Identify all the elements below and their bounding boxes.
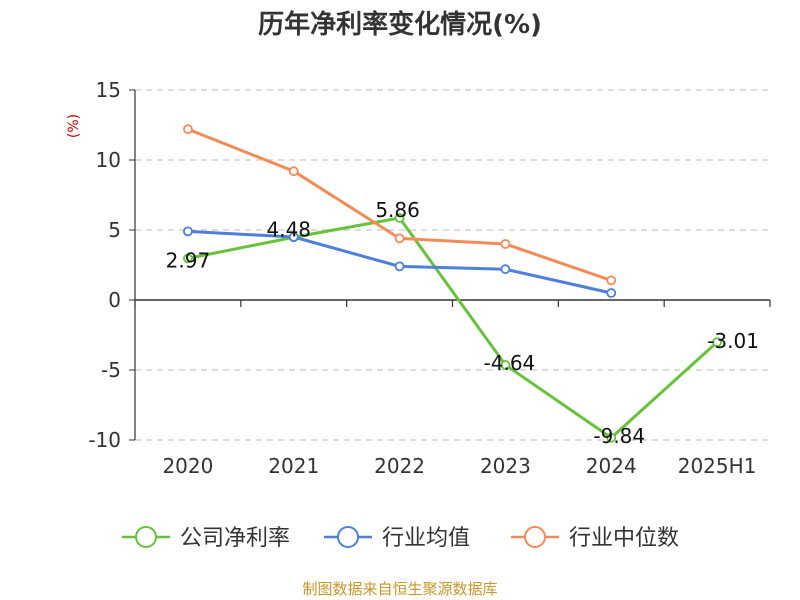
data-label: -3.01 (707, 329, 759, 353)
legend-label: 行业均值 (382, 526, 470, 551)
x-tick-label: 2024 (586, 454, 637, 478)
data-point[interactable] (606, 432, 617, 443)
data-point[interactable] (288, 166, 299, 177)
x-tick-label: 2021 (268, 454, 319, 478)
data-point[interactable] (394, 213, 405, 223)
series-0 (183, 213, 722, 443)
data-point[interactable] (183, 124, 193, 135)
data-point[interactable] (288, 232, 299, 242)
data-label: -4.64 (484, 351, 536, 375)
y-tick-label: 0 (108, 288, 121, 312)
data-point[interactable] (500, 264, 511, 275)
data-labels: 2.97 4.48 5.86 -4.64 -9.84 -3.01 (166, 198, 759, 448)
y-tick-label: -10 (88, 428, 121, 452)
legend-marker (135, 526, 157, 548)
legend-item[interactable]: 行业中位数 (511, 526, 679, 551)
x-tick-label: 2023 (480, 454, 531, 478)
y-tick-label: 15 (96, 78, 121, 102)
chart-title: 历年净利率变化情况(%) (258, 9, 542, 40)
data-label: 4.48 (266, 217, 311, 241)
y-tick-label: 5 (108, 218, 121, 242)
legend-marker (524, 526, 546, 548)
series-1 (183, 226, 617, 298)
source-note: 制图数据来自恒生聚源数据库 (302, 580, 497, 598)
x-tick-label: 2020 (162, 454, 213, 478)
data-point[interactable] (183, 226, 193, 237)
y-axis-label: (%) (66, 114, 82, 138)
data-point[interactable] (606, 288, 617, 298)
data-label: 2.97 (166, 248, 211, 272)
legend[interactable]: 公司净利率 行业均值 行业中位数 (122, 526, 679, 551)
legend-label: 行业中位数 (569, 526, 679, 551)
data-point[interactable] (394, 261, 405, 272)
x-tick-label: 2025H1 (678, 454, 757, 478)
data-label: -9.84 (593, 424, 645, 448)
series-line (187, 216, 719, 440)
legend-marker (337, 526, 359, 548)
axes: 15 10 5 0 -5 -10 2020 2021 2022 2023 2024 2025H1 (88, 78, 771, 478)
data-point[interactable] (500, 239, 511, 249)
data-point[interactable] (183, 253, 193, 264)
x-tick-label: 2022 (374, 454, 425, 478)
data-label: 5.86 (375, 198, 420, 222)
series-2 (183, 124, 617, 286)
legend-label: 公司净利率 (180, 526, 290, 551)
legend-item[interactable]: 公司净利率 (122, 526, 290, 551)
data-point[interactable] (712, 337, 722, 348)
data-point[interactable] (394, 233, 405, 244)
legend-item[interactable]: 行业均值 (324, 526, 470, 551)
y-tick-label: 10 (96, 148, 121, 172)
y-tick-label: -5 (101, 358, 121, 382)
series-lines (183, 124, 722, 443)
gridlines (135, 89, 770, 441)
data-point[interactable] (606, 275, 617, 286)
data-point[interactable] (500, 360, 511, 370)
